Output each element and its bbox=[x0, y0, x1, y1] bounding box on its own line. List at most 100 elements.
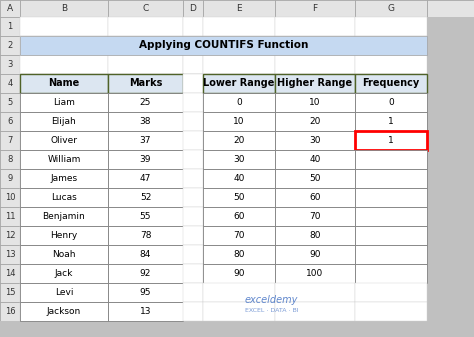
Bar bbox=[183, 17, 203, 36]
Bar bbox=[427, 0, 474, 17]
Bar bbox=[355, 112, 427, 131]
Bar bbox=[20, 226, 108, 245]
Bar bbox=[183, 264, 203, 283]
Bar bbox=[275, 93, 355, 112]
Bar bbox=[20, 207, 108, 226]
Bar bbox=[203, 112, 275, 131]
Text: Applying COUNTIFS Function: Applying COUNTIFS Function bbox=[139, 40, 308, 51]
Bar bbox=[355, 169, 427, 188]
Bar bbox=[203, 131, 275, 150]
Text: 38: 38 bbox=[140, 117, 151, 126]
Bar bbox=[108, 150, 183, 169]
Bar bbox=[275, 169, 355, 188]
Text: 12: 12 bbox=[5, 231, 15, 240]
Bar bbox=[108, 188, 183, 207]
Bar bbox=[108, 283, 183, 302]
Bar bbox=[275, 0, 355, 17]
Bar bbox=[0, 131, 20, 150]
Bar bbox=[108, 302, 183, 321]
Bar bbox=[183, 93, 203, 112]
Bar bbox=[427, 17, 474, 36]
Bar bbox=[355, 188, 427, 207]
Bar bbox=[20, 150, 108, 169]
Bar bbox=[427, 131, 474, 150]
Bar bbox=[355, 207, 427, 226]
Text: exceldemy: exceldemy bbox=[245, 295, 298, 305]
Text: 16: 16 bbox=[5, 307, 15, 316]
Bar bbox=[20, 283, 108, 302]
Bar bbox=[108, 150, 183, 169]
Bar bbox=[108, 207, 183, 226]
Text: 70: 70 bbox=[233, 231, 245, 240]
Bar bbox=[355, 150, 427, 169]
Bar bbox=[275, 131, 355, 150]
Bar bbox=[355, 283, 427, 302]
Text: James: James bbox=[50, 174, 78, 183]
Bar bbox=[275, 264, 355, 283]
Bar bbox=[427, 55, 474, 74]
Bar bbox=[20, 36, 427, 55]
Text: A: A bbox=[7, 4, 13, 13]
Bar bbox=[108, 55, 183, 74]
Bar bbox=[275, 74, 355, 93]
Text: 1: 1 bbox=[8, 22, 13, 31]
Bar bbox=[20, 302, 108, 321]
Bar bbox=[20, 74, 108, 93]
Bar bbox=[0, 207, 20, 226]
Bar bbox=[108, 226, 183, 245]
Bar bbox=[108, 264, 183, 283]
Bar bbox=[275, 150, 355, 169]
Bar bbox=[203, 207, 275, 226]
Text: 30: 30 bbox=[309, 136, 321, 145]
Text: 39: 39 bbox=[140, 155, 151, 164]
Text: 25: 25 bbox=[140, 98, 151, 107]
Bar bbox=[0, 17, 20, 36]
Text: Benjamin: Benjamin bbox=[43, 212, 85, 221]
Text: 11: 11 bbox=[5, 212, 15, 221]
Bar bbox=[427, 74, 474, 93]
Text: 84: 84 bbox=[140, 250, 151, 259]
Bar bbox=[355, 188, 427, 207]
Bar bbox=[427, 93, 474, 112]
Bar bbox=[275, 283, 355, 302]
Bar bbox=[203, 150, 275, 169]
Bar bbox=[108, 0, 183, 17]
Bar bbox=[20, 55, 108, 74]
Text: 90: 90 bbox=[233, 269, 245, 278]
Text: 90: 90 bbox=[309, 250, 321, 259]
Bar bbox=[203, 36, 275, 55]
Bar bbox=[275, 188, 355, 207]
Bar bbox=[20, 36, 108, 55]
Bar bbox=[108, 131, 183, 150]
Bar bbox=[427, 283, 474, 302]
Bar bbox=[108, 74, 183, 93]
Bar bbox=[203, 207, 275, 226]
Bar bbox=[427, 169, 474, 188]
Bar bbox=[275, 169, 355, 188]
Text: 92: 92 bbox=[140, 269, 151, 278]
Bar bbox=[275, 36, 355, 55]
Text: 55: 55 bbox=[140, 212, 151, 221]
Bar bbox=[0, 150, 20, 169]
Bar bbox=[203, 226, 275, 245]
Text: 30: 30 bbox=[233, 155, 245, 164]
Bar bbox=[0, 283, 20, 302]
Bar bbox=[108, 17, 183, 36]
Bar bbox=[108, 169, 183, 188]
Text: 40: 40 bbox=[310, 155, 321, 164]
Bar bbox=[355, 131, 427, 150]
Bar bbox=[0, 321, 474, 337]
Text: B: B bbox=[61, 4, 67, 13]
Bar bbox=[20, 131, 108, 150]
Text: 3: 3 bbox=[7, 60, 13, 69]
Bar bbox=[20, 112, 108, 131]
Text: C: C bbox=[142, 4, 149, 13]
Text: 4: 4 bbox=[8, 79, 13, 88]
Bar bbox=[203, 55, 275, 74]
Bar bbox=[427, 245, 474, 264]
Bar bbox=[203, 226, 275, 245]
Text: 10: 10 bbox=[233, 117, 245, 126]
Text: F: F bbox=[312, 4, 318, 13]
Bar bbox=[108, 226, 183, 245]
Text: 0: 0 bbox=[388, 98, 394, 107]
